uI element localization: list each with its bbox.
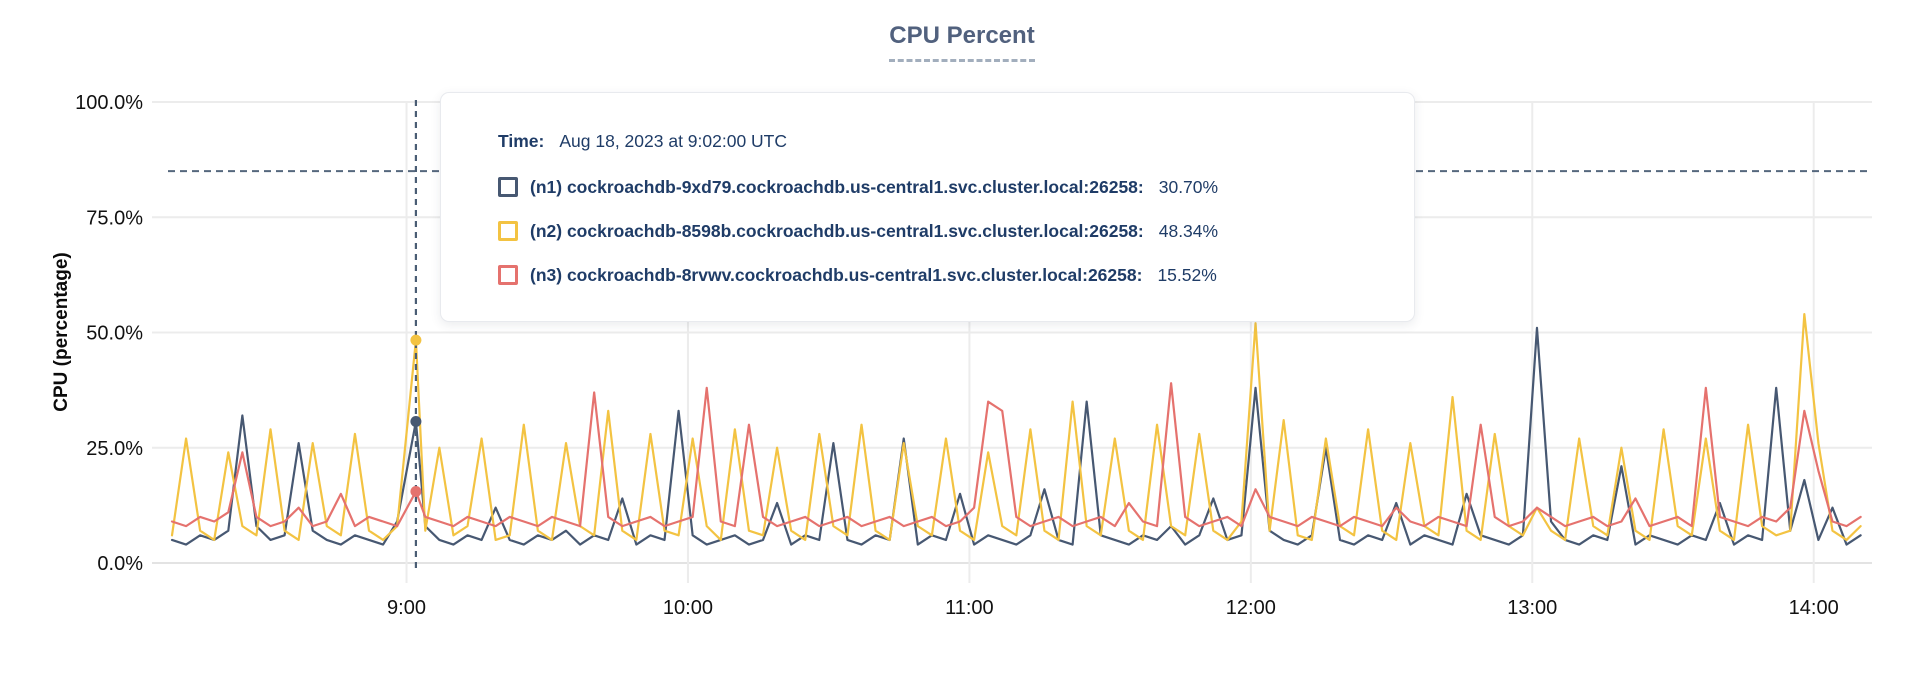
series-line-n2 xyxy=(170,312,1862,542)
y-axis-label: CPU (percentage) xyxy=(51,252,72,412)
y-tick-label: 0.0% xyxy=(97,553,143,575)
series-n2-label: (n2) cockroachdb-8598b.cockroachdb.us-ce… xyxy=(530,220,1144,241)
tooltip-series-row-n3: (n3) cockroachdb-8rvwv.cockroachdb.us-ce… xyxy=(498,263,1378,287)
series-n3-swatch-icon xyxy=(498,265,518,285)
x-tick-label: 11:00 xyxy=(945,597,994,619)
series-n3-value: 15.52% xyxy=(1157,264,1217,285)
y-tick-label: 100.0% xyxy=(75,92,143,114)
series-n1-value: 30.70% xyxy=(1158,176,1219,197)
series-line-n1 xyxy=(170,326,1862,546)
tooltip-series-row-n1: (n1) cockroachdb-9xd79.cockroachdb.us-ce… xyxy=(498,175,1378,199)
series-n1-swatch-icon xyxy=(498,177,518,197)
chart-header: CPU Percent xyxy=(0,22,1924,62)
chart-hover-tooltip: Time: Aug 18, 2023 at 9:02:00 UTC (n1) c… xyxy=(440,92,1415,322)
chart-title: CPU Percent xyxy=(889,22,1035,62)
series-n1-label: (n1) cockroachdb-9xd79.cockroachdb.us-ce… xyxy=(530,176,1144,197)
x-tick-label: 14:00 xyxy=(1789,597,1839,619)
cursor-dot-n3 xyxy=(410,485,422,497)
x-tick-label: 13:00 xyxy=(1507,597,1557,619)
tooltip-time-value: Aug 18, 2023 at 9:02:00 UTC xyxy=(559,130,788,151)
tooltip-time-label: Time: xyxy=(498,130,545,151)
series-n2-value: 48.34% xyxy=(1158,220,1219,241)
x-tick-label: 9:00 xyxy=(387,597,426,619)
tooltip-series-row-n2: (n2) cockroachdb-8598b.cockroachdb.us-ce… xyxy=(498,219,1378,243)
series-n3-label: (n3) cockroachdb-8rvwv.cockroachdb.us-ce… xyxy=(530,264,1143,285)
y-tick-label: 25.0% xyxy=(86,438,143,460)
tooltip-time-row: Time: Aug 18, 2023 at 9:02:00 UTC xyxy=(498,129,1378,153)
x-tick-label: 12:00 xyxy=(1226,597,1276,619)
y-tick-label: 50.0% xyxy=(86,323,143,345)
series-n2-swatch-icon xyxy=(498,221,518,241)
x-tick-label: 10:00 xyxy=(663,597,713,619)
cursor-dot-n2 xyxy=(410,334,422,346)
y-tick-label: 75.0% xyxy=(86,207,143,229)
series-line-n3 xyxy=(170,382,1862,528)
cursor-dot-n1 xyxy=(410,415,422,427)
